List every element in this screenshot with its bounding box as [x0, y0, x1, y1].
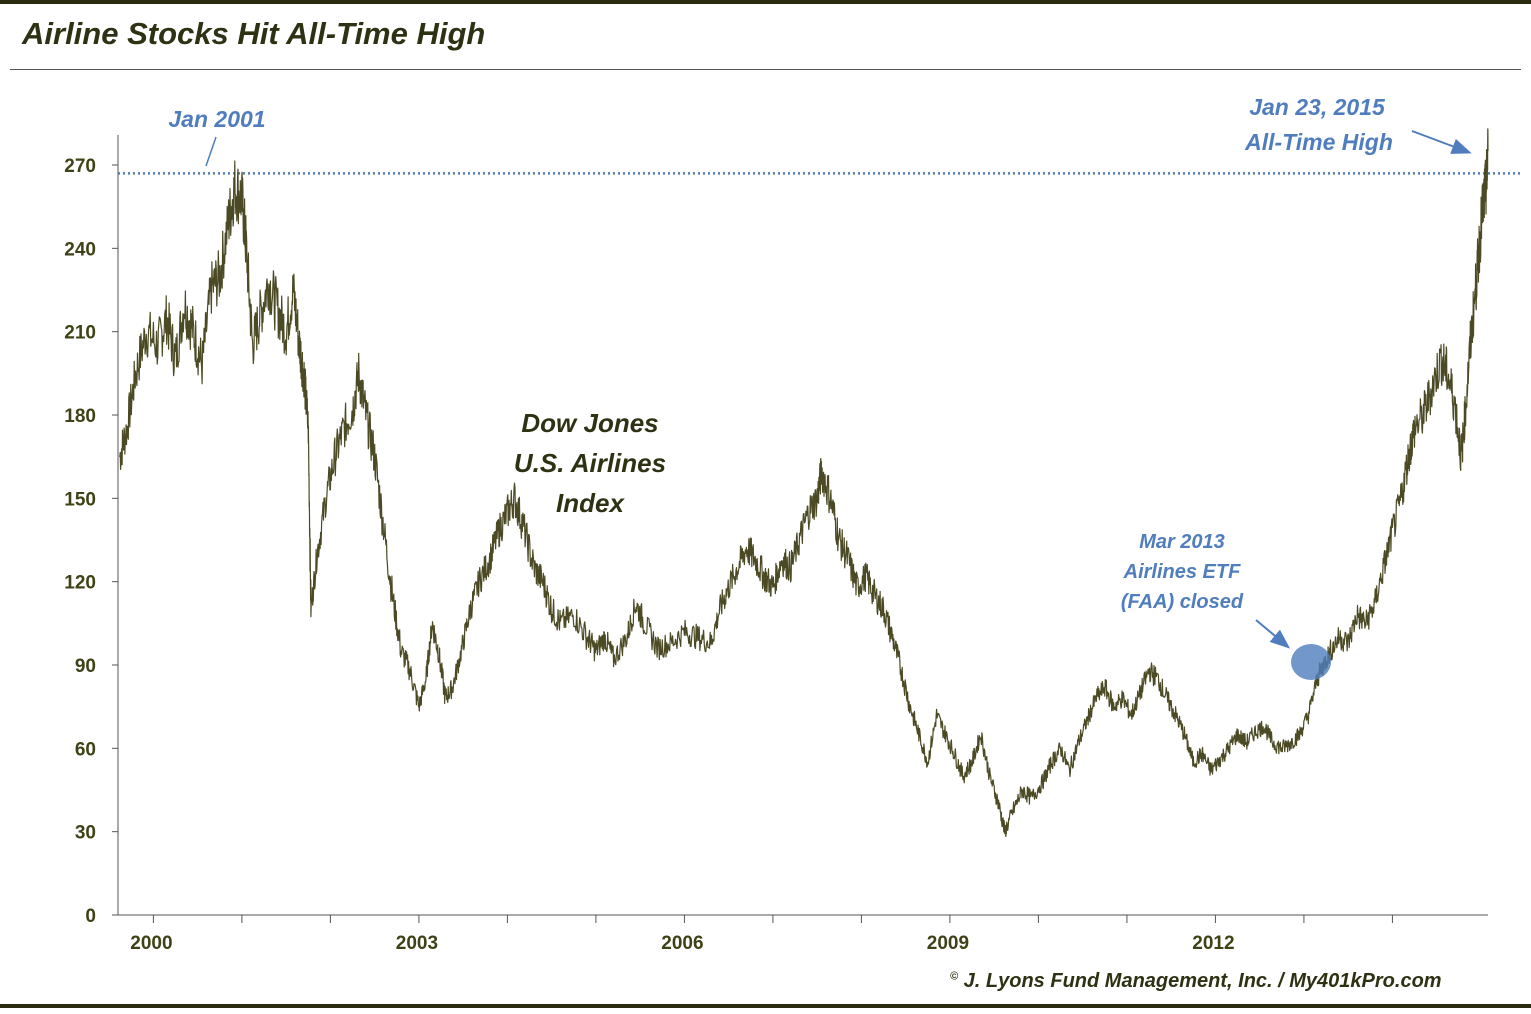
- series-line-0: [119, 128, 1489, 838]
- top-border: [0, 0, 1531, 4]
- chart-title: Airline Stocks Hit All-Time High: [22, 16, 486, 51]
- annotation-faa-line-1: Mar 2013: [1139, 531, 1225, 553]
- copyright-symbol: ©: [950, 970, 959, 983]
- y-tick-label: 150: [64, 489, 96, 510]
- series-label-line-1: Dow Jones: [521, 408, 658, 438]
- y-tick-label: 30: [75, 823, 96, 844]
- annotation-jan-2001-pointer: [205, 136, 217, 167]
- annotation-ath-line-1: Jan 23, 2015: [1249, 94, 1386, 120]
- series-label-line-3: Index: [556, 488, 625, 518]
- y-tick-label: 270: [64, 156, 96, 177]
- y-tick-label: 180: [64, 406, 96, 427]
- x-tick-label: 2009: [927, 933, 969, 954]
- x-tick-label: 2003: [396, 933, 438, 954]
- y-tick-label: 0: [85, 906, 96, 927]
- annotation-faa-line-3: (FAA) closed: [1121, 591, 1244, 613]
- x-tick-label: 2012: [1192, 933, 1234, 954]
- annotation-faa-line-2: Airlines ETF: [1123, 561, 1241, 583]
- annotation-ath-arrow: [1411, 130, 1472, 154]
- y-tick-label: 60: [75, 739, 96, 760]
- bottom-border: [0, 1004, 1531, 1008]
- axes-layer: 0 30 60 90 120 150 180 210 240 270 2000 2003 2006 200…: [64, 135, 1521, 954]
- title-divider: [10, 69, 1521, 70]
- annotation-ath-line-2: All-Time High: [1244, 129, 1393, 155]
- y-tick-label: 90: [75, 656, 96, 677]
- copyright-text: J. Lyons Fund Management, Inc. / My401kP…: [963, 970, 1442, 992]
- series-label-line-2: U.S. Airlines: [514, 448, 666, 478]
- annotation-jan-2001: Jan 2001: [168, 106, 265, 132]
- y-tick-label: 210: [64, 323, 96, 344]
- annotation-faa-arrow: [1255, 619, 1291, 649]
- y-tick-label: 120: [64, 573, 96, 594]
- x-tick-label: 2006: [661, 933, 703, 954]
- copyright-footer: © J. Lyons Fund Management, Inc. / My401…: [950, 970, 1442, 993]
- x-tick-label: 2000: [130, 933, 172, 954]
- y-tick-label: 240: [64, 239, 96, 260]
- series-layer: [119, 128, 1489, 838]
- faa-closed-marker: [1291, 644, 1331, 680]
